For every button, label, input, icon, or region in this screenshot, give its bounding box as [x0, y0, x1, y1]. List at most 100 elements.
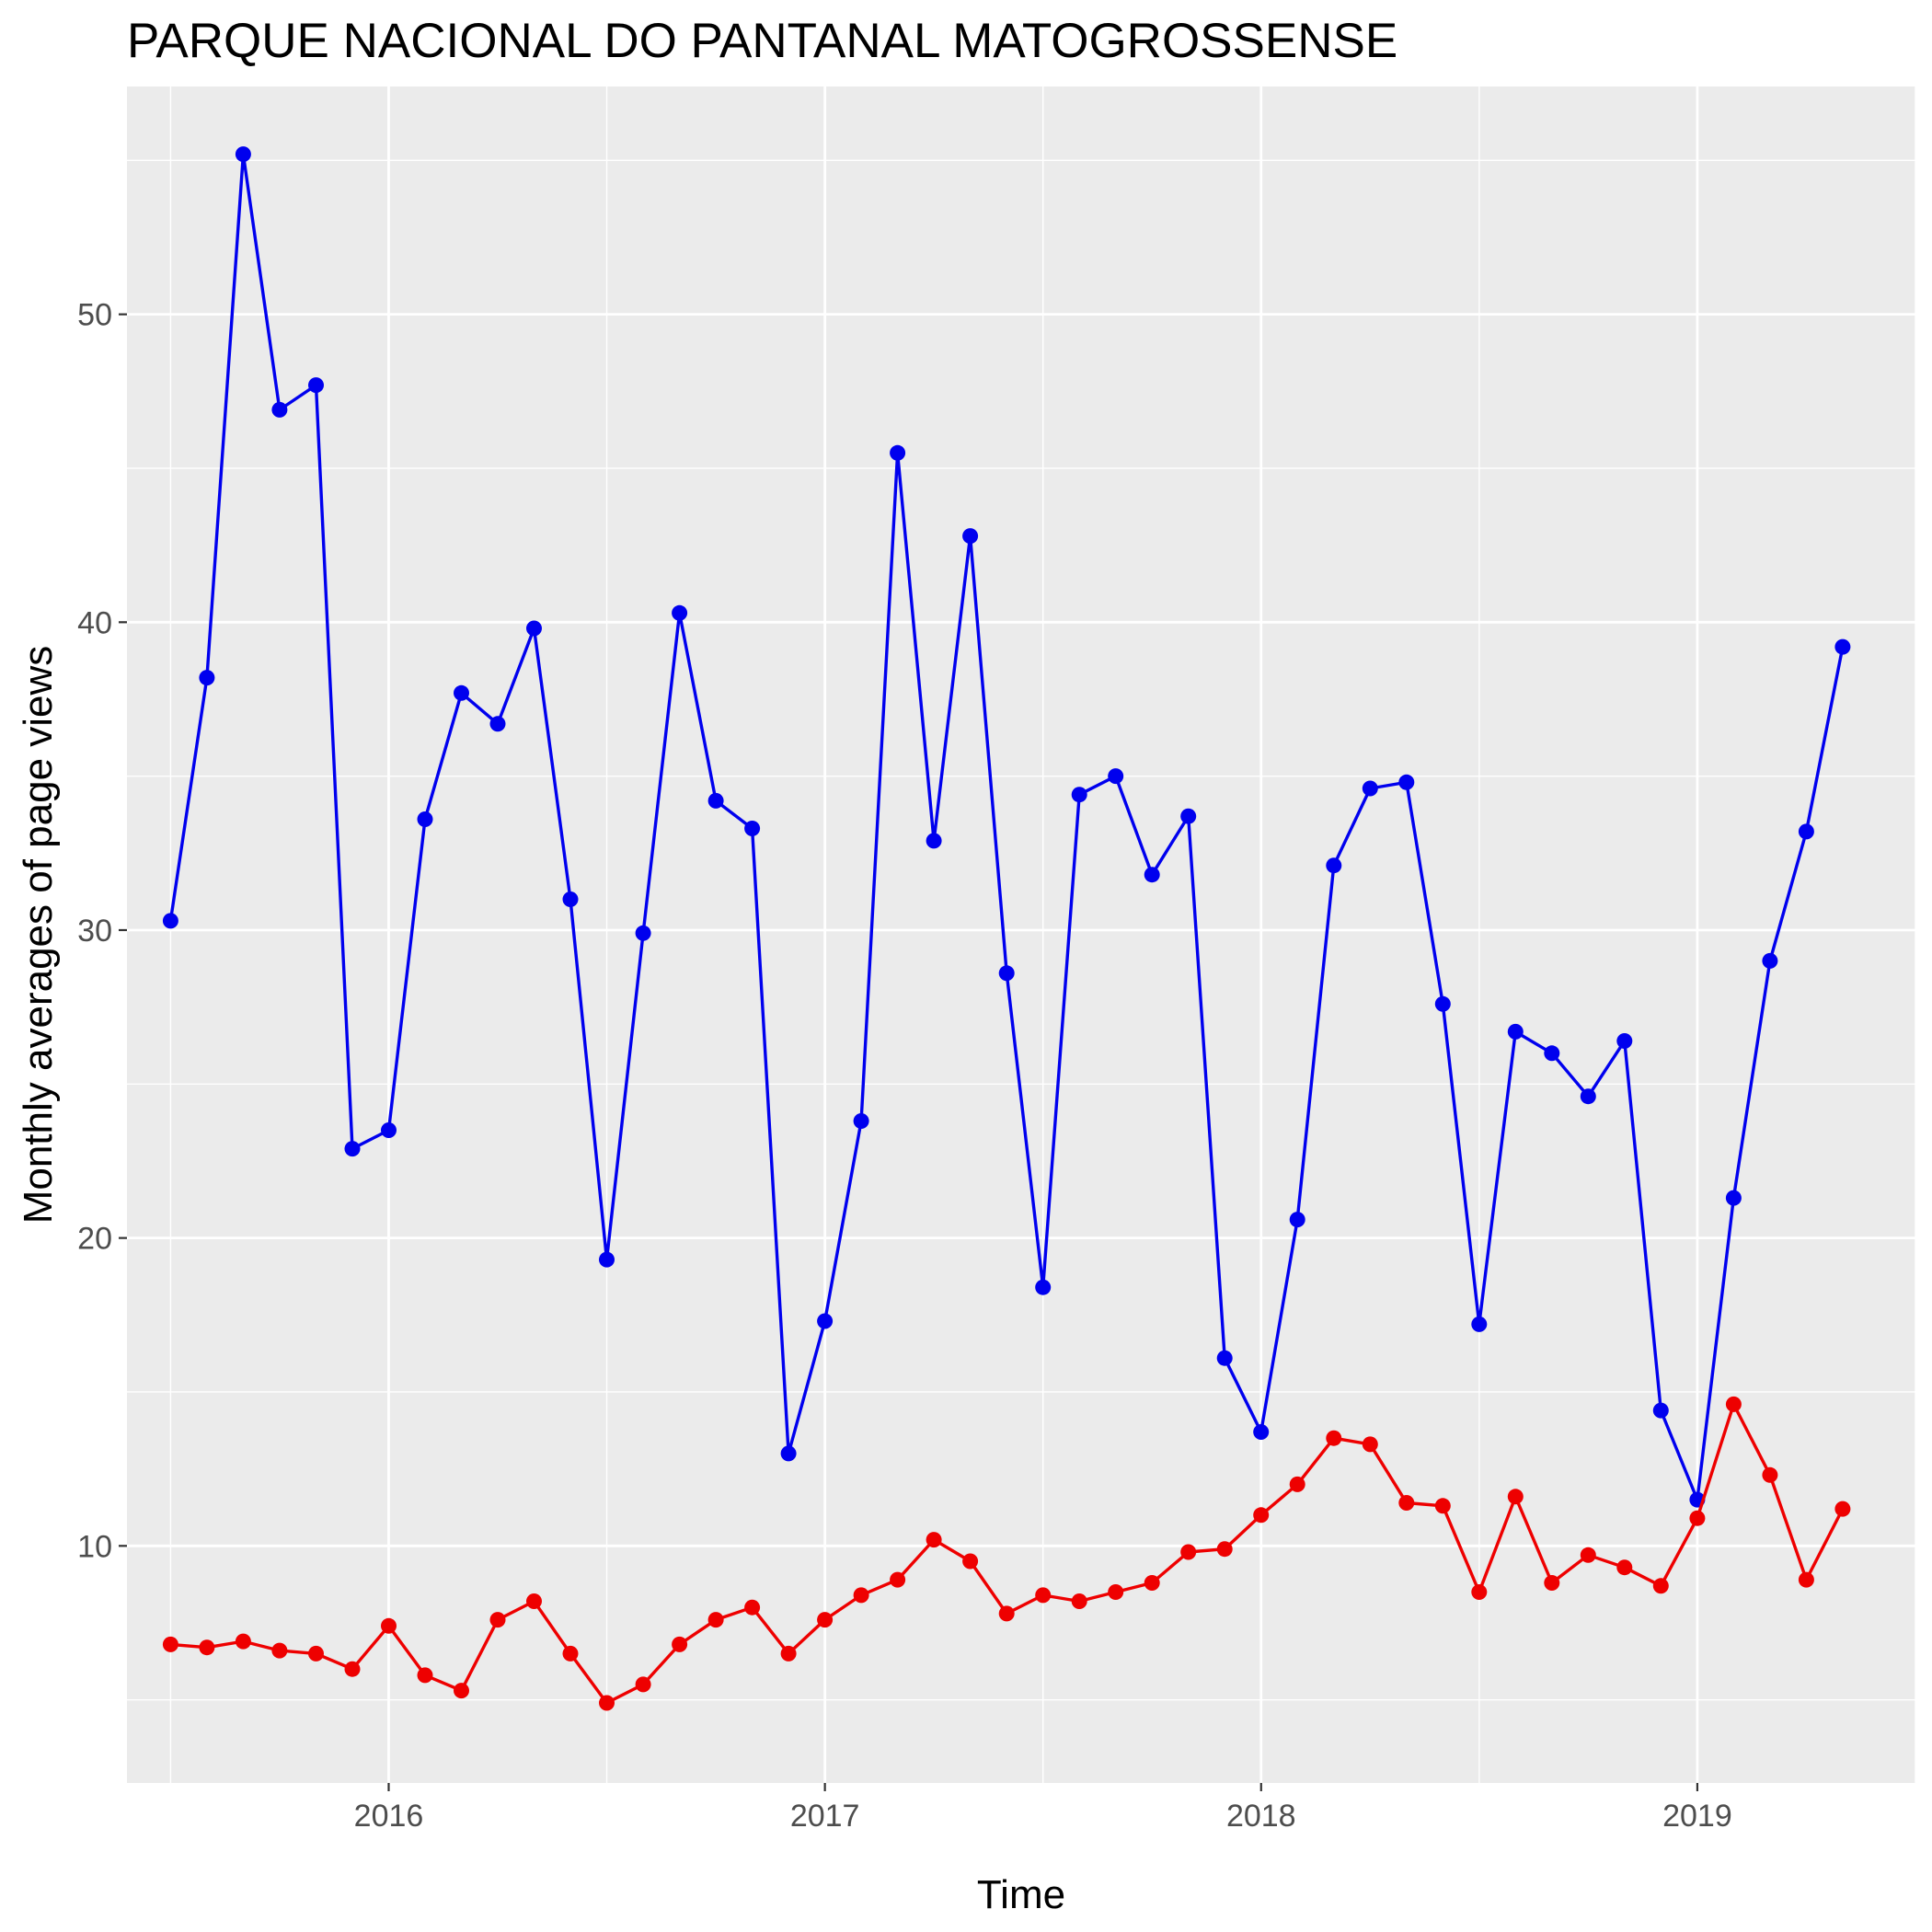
data-point — [454, 684, 469, 701]
data-point — [1725, 1190, 1742, 1206]
data-point — [1689, 1510, 1706, 1526]
data-point — [1071, 1593, 1087, 1609]
series-layer — [162, 146, 1851, 1711]
data-point — [271, 1642, 288, 1659]
x-tick-label: 2018 — [1226, 1799, 1296, 1834]
data-point — [1580, 1547, 1596, 1563]
data-point — [199, 1639, 215, 1656]
data-point — [1762, 1466, 1778, 1483]
data-point — [1507, 1489, 1524, 1505]
data-point — [1253, 1507, 1270, 1524]
data-point — [599, 1695, 615, 1711]
data-point — [1253, 1424, 1270, 1440]
data-point — [962, 528, 979, 545]
data-point — [780, 1445, 797, 1462]
data-point — [1471, 1316, 1488, 1332]
data-point — [1144, 867, 1160, 883]
data-point — [1434, 1498, 1451, 1514]
data-point — [381, 1617, 397, 1634]
data-point — [635, 925, 651, 941]
data-point — [1180, 1544, 1197, 1560]
data-point — [489, 1612, 506, 1628]
data-point — [1289, 1212, 1305, 1228]
data-point — [271, 401, 288, 418]
data-point — [853, 1113, 869, 1129]
data-point — [998, 965, 1015, 982]
data-point — [1035, 1587, 1052, 1604]
data-point — [962, 1553, 979, 1570]
data-point — [1471, 1584, 1488, 1600]
data-point — [1834, 638, 1851, 655]
data-point — [1616, 1033, 1633, 1049]
data-point — [1762, 952, 1778, 969]
data-point — [489, 716, 506, 732]
data-point — [926, 1532, 942, 1548]
data-point — [998, 1605, 1015, 1622]
axis-ticks — [119, 313, 1699, 1791]
data-point — [1216, 1541, 1233, 1558]
data-point — [235, 1633, 251, 1650]
data-point — [562, 1645, 579, 1662]
y-tick-labels: 10 20 30 40 50 — [77, 298, 112, 1565]
x-tick-label: 2017 — [790, 1799, 860, 1834]
y-tick-label: 20 — [77, 1222, 112, 1257]
data-point — [1798, 1571, 1814, 1588]
data-point — [1798, 823, 1814, 840]
data-point — [1507, 1023, 1524, 1040]
data-point — [926, 833, 942, 849]
data-point — [1434, 995, 1451, 1012]
data-point — [599, 1251, 615, 1268]
series-1 — [162, 146, 1851, 1508]
y-tick-label: 10 — [77, 1529, 112, 1564]
data-point — [1580, 1088, 1596, 1105]
data-point — [1544, 1045, 1560, 1062]
y-tick-label: 50 — [77, 298, 112, 333]
data-point — [344, 1141, 361, 1157]
y-axis-title: Monthly averages of page views — [16, 646, 61, 1225]
x-tick-label: 2016 — [354, 1799, 424, 1834]
y-tick-label: 30 — [77, 914, 112, 949]
data-point — [1289, 1476, 1305, 1492]
data-point — [1108, 768, 1124, 785]
data-point — [890, 1571, 906, 1588]
data-point — [635, 1676, 651, 1693]
plot-panel — [127, 86, 1915, 1783]
data-point — [562, 891, 579, 907]
data-point — [672, 1636, 688, 1652]
data-point — [1144, 1575, 1160, 1591]
data-point — [1834, 1501, 1851, 1517]
data-point — [1326, 1430, 1342, 1446]
data-point — [672, 604, 688, 621]
chart-title: PARQUE NACIONAL DO PANTANAL MATOGROSSENS… — [127, 14, 1397, 68]
data-point — [381, 1122, 397, 1138]
x-tick-label: 2019 — [1662, 1799, 1732, 1834]
data-point — [1071, 787, 1087, 803]
data-point — [1652, 1402, 1669, 1419]
data-point — [199, 670, 215, 686]
data-point — [526, 620, 542, 637]
data-point — [744, 1599, 761, 1616]
data-point — [1180, 808, 1197, 824]
x-tick-labels: 2016 2017 2018 2019 — [354, 1799, 1732, 1834]
data-point — [454, 1683, 469, 1699]
data-point — [417, 811, 433, 827]
data-point — [890, 444, 906, 461]
data-point — [1725, 1396, 1742, 1412]
data-point — [707, 1612, 724, 1628]
data-point — [1362, 1436, 1378, 1453]
data-point — [308, 1645, 324, 1662]
data-point — [1398, 1495, 1415, 1511]
data-point — [707, 792, 724, 809]
data-point — [1362, 780, 1378, 797]
data-point — [744, 821, 761, 836]
data-point — [344, 1661, 361, 1677]
data-point — [1216, 1350, 1233, 1366]
series-2 — [162, 1396, 1851, 1711]
y-tick-label: 40 — [77, 605, 112, 640]
data-point — [1108, 1584, 1124, 1600]
minor-gridlines — [127, 86, 1916, 1783]
data-point — [235, 146, 251, 163]
data-point — [853, 1587, 869, 1604]
data-point — [1326, 857, 1342, 874]
